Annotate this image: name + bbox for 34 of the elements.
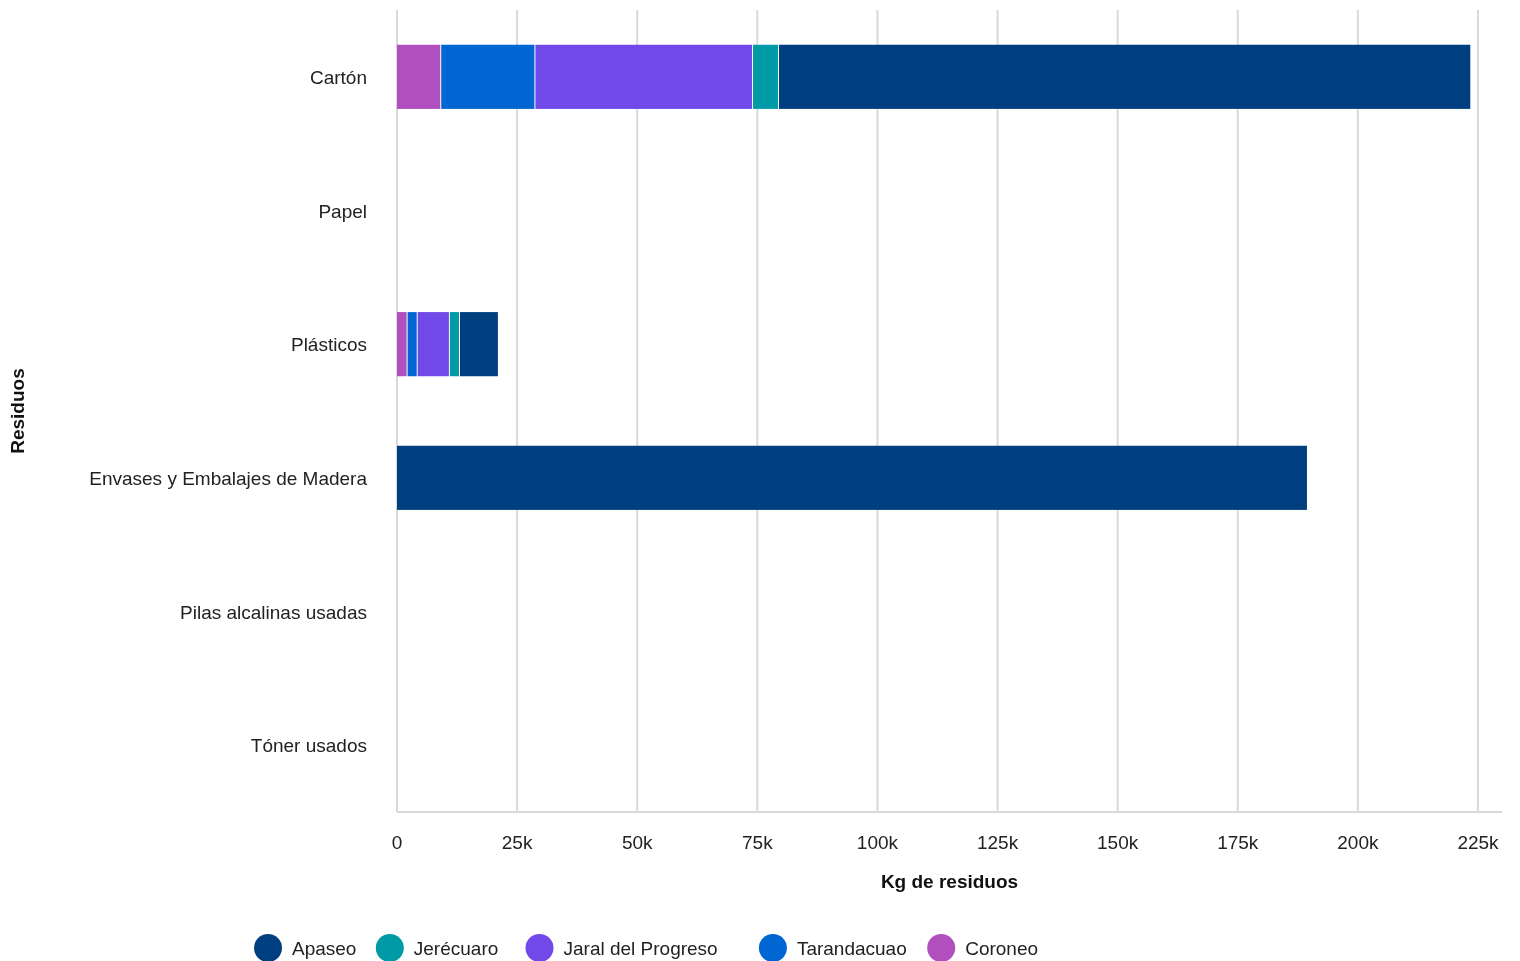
bar [407, 312, 417, 377]
bar [441, 44, 535, 109]
x-tick-label: 200k [1337, 832, 1379, 853]
bar [397, 312, 407, 377]
bar [778, 44, 1471, 109]
bar [535, 44, 753, 109]
bar [459, 312, 498, 377]
x-tick-label: 25k [501, 832, 533, 853]
y-tick-label: Pilas alcalinas usadas [180, 601, 367, 623]
y-tick-label: Plásticos [290, 334, 367, 356]
y-tick-label: Tóner usados [250, 735, 367, 757]
x-tick-label: 175k [1217, 832, 1259, 853]
legend-label: Apaseo [292, 938, 357, 959]
bar [397, 445, 1307, 510]
legend-label: Jerécuaro [413, 938, 499, 959]
legend-label: Jaral del Progreso [563, 938, 718, 959]
y-tick-label: Papel [318, 200, 367, 222]
bar [753, 44, 778, 109]
x-tick-label: 150k [1097, 832, 1139, 853]
bar [417, 312, 449, 377]
y-tick-label: Envases y Embalajes de Madera [89, 467, 368, 489]
x-axis-title: Kg de residuos [880, 871, 1019, 892]
x-tick-label: 125k [976, 832, 1019, 853]
x-tick-label: 75k [742, 832, 774, 853]
x-tick-label: 50k [621, 832, 654, 853]
x-tick-label: 100k [856, 832, 899, 853]
y-axis-title: Residuos [7, 368, 28, 454]
x-tick-label: 0 [391, 832, 403, 853]
legend-label: Coroneo [965, 938, 1039, 959]
x-tick-label: 225k [1457, 832, 1500, 853]
bar [449, 312, 459, 377]
y-tick-label: Cartón [309, 66, 367, 88]
bar [397, 44, 441, 109]
legend-label: Tarandacuao [796, 938, 907, 959]
